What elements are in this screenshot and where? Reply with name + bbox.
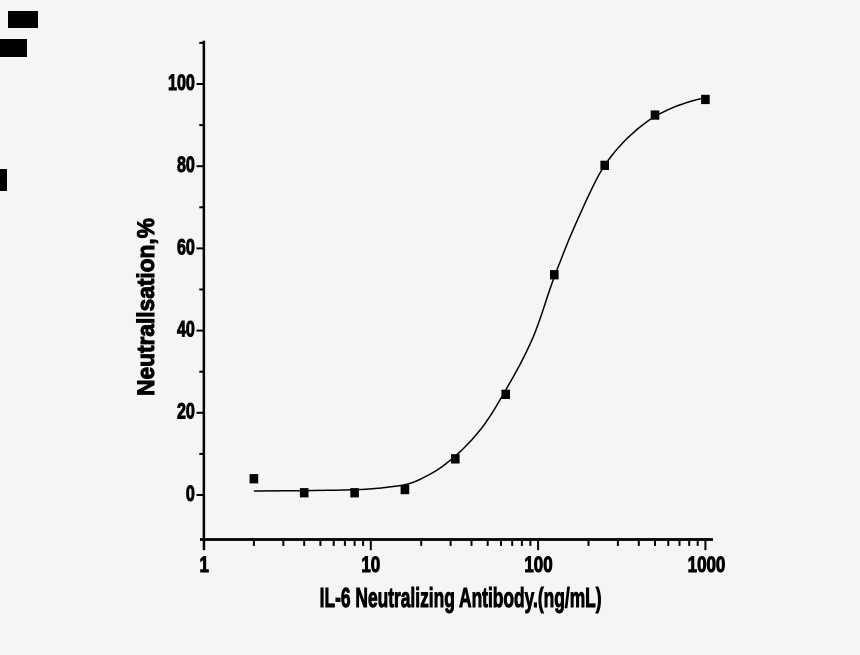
svg-text:Neutrallsation,%: Neutrallsation,%	[133, 218, 160, 396]
svg-text:40: 40	[177, 318, 195, 342]
svg-text:100: 100	[524, 553, 552, 578]
svg-text:100: 100	[168, 72, 195, 96]
svg-text:60: 60	[177, 236, 195, 260]
svg-text:0: 0	[186, 483, 195, 507]
svg-text:20: 20	[177, 400, 195, 424]
svg-text:1000: 1000	[688, 553, 726, 578]
svg-text:1: 1	[199, 553, 208, 578]
svg-text:IL-6 Neutralizing Antibody.(ng: IL-6 Neutralizing Antibody.(ng/mL)	[320, 582, 602, 613]
svg-text:80: 80	[177, 154, 195, 178]
svg-text:10: 10	[361, 553, 380, 578]
